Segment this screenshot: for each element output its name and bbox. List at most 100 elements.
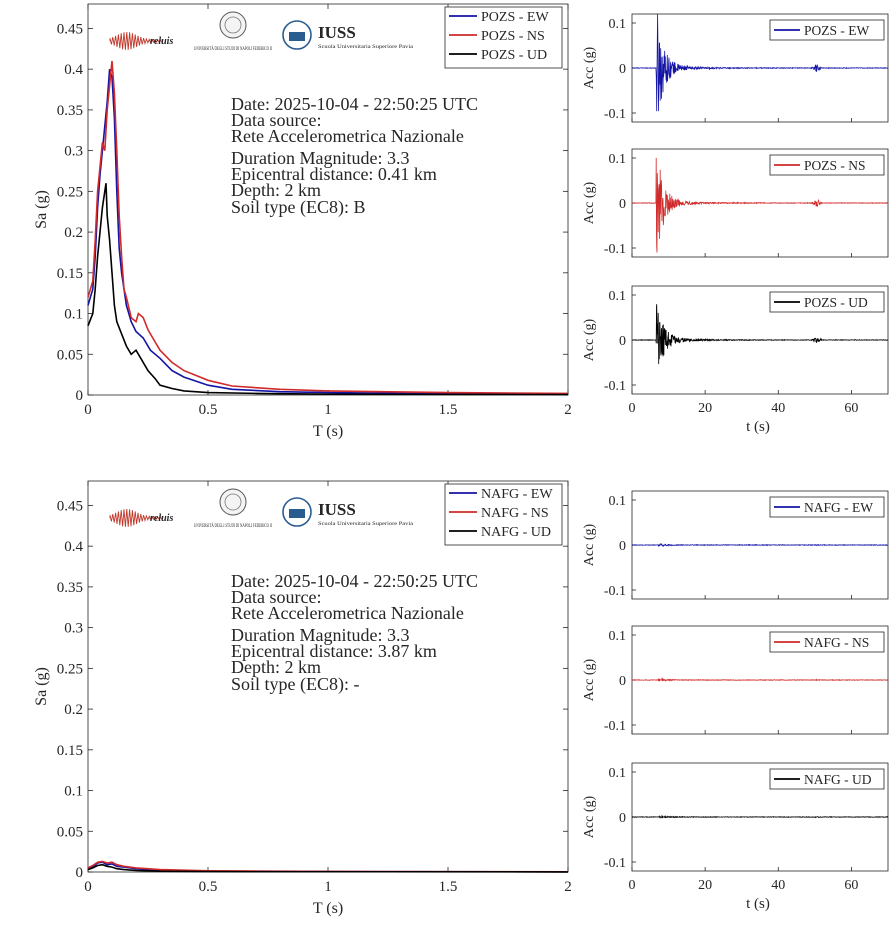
legend: NAFG - EW NAFG - NS NAFG - UD	[444, 483, 563, 546]
x-tick-label: 2	[564, 879, 572, 895]
th-x-axis-label: t (s)	[746, 419, 770, 435]
series-line-pozs-ns	[87, 60, 569, 395]
th-y-tick-label: -0.1	[604, 584, 626, 599]
y-tick-label: 0.3	[64, 144, 83, 160]
waveform-trace	[631, 14, 889, 112]
time-history-pozs-ns: 0.1 0 -0.1 Acc (g) POZS - NS	[582, 148, 889, 258]
y-tick-label: 0.25	[57, 661, 83, 677]
reluis-logo-wave-icon	[109, 31, 163, 50]
th-y-tick-label: 0.1	[609, 17, 627, 32]
th-legend-box	[769, 496, 885, 518]
x-tick-label: 1.5	[439, 879, 458, 895]
waveform-trace	[632, 814, 889, 819]
x-tick-label: 0	[84, 879, 92, 895]
info-distance: Epicentral distance: 0.41 km	[231, 164, 437, 184]
th-y-tick-label: 0	[619, 62, 626, 77]
unina-logo-text: UNIVERSITÀ DEGLI STUDI DI NAPOLI FEDERIC…	[194, 44, 272, 52]
info-soil: Soil type (EC8): -	[231, 674, 360, 695]
y-tick-label: 0.35	[57, 580, 83, 596]
y-tick-label: 0	[76, 388, 84, 404]
y-tick-label: 0.4	[64, 62, 83, 78]
waveform-trace	[632, 542, 889, 548]
y-tick-label: 0.05	[57, 824, 83, 840]
info-soil: Soil type (EC8): B	[231, 197, 366, 218]
th-y-axis-label: Acc (g)	[582, 658, 597, 701]
spectrum-panel-nafg: 0 0.05 0.1 0.15 0.2 0.25 0.3 0.35 0.4 0.45 0 0.5 1 1.…	[33, 480, 572, 917]
legend-label: POZS - NS	[481, 29, 545, 44]
th-y-tick-label: -0.1	[604, 719, 626, 734]
waveform-trace	[631, 157, 889, 253]
iuss-logo-text: IUSS	[318, 23, 356, 42]
x-tick-label: 1	[324, 879, 332, 895]
th-x-tick-label: 40	[771, 401, 785, 416]
th-legend-label: NAFG - UD	[804, 772, 872, 787]
logos: reluis UNIVERSITÀ DEGLI STUDI DI NAPOLI F…	[109, 488, 414, 529]
y-tick-label: 0.1	[64, 307, 83, 323]
th-legend-box	[769, 19, 885, 41]
series-line-pozs-ud	[87, 183, 569, 396]
time-history-nafg-ew: 0.1 0 -0.1 Acc (g) NAFG - EW	[582, 490, 889, 600]
y-tick-label: 0.35	[57, 103, 83, 119]
info-source-label: Data source:	[231, 110, 321, 130]
spectrum-panel-pozs: 0 0.05 0.1 0.15 0.2 0.25 0.3 0.35 0.4 0.45 0 0.5 1 1.…	[33, 3, 572, 440]
th-y-tick-label: 0.1	[609, 766, 627, 781]
th-legend: NAFG - EW	[769, 496, 885, 518]
series-line-pozs-ew	[87, 68, 569, 395]
th-y-tick-label: 0.1	[609, 629, 627, 644]
th-y-tick-label: 0	[619, 674, 626, 689]
info-magnitude: Duration Magnitude: 3.3	[231, 625, 409, 645]
waveform-trace	[631, 677, 888, 683]
info-source-label: Data source:	[231, 587, 321, 607]
unina-seal-inner-icon	[224, 16, 242, 34]
th-x-tick-label: 0	[629, 878, 636, 893]
y-tick-label: 0.15	[57, 743, 83, 759]
th-y-tick-label: 0.1	[609, 289, 627, 304]
x-tick-label: 0.5	[199, 402, 218, 418]
y-tick-label: 0.15	[57, 266, 83, 282]
legend: POZS - EW POZS - NS POZS - UD	[444, 6, 563, 69]
th-x-tick-label: 20	[698, 878, 712, 893]
th-x-axis-label: t (s)	[746, 896, 770, 912]
iuss-logo-building-icon	[289, 509, 305, 518]
th-y-tick-label: -0.1	[604, 242, 626, 257]
th-legend-label: POZS - NS	[804, 158, 866, 173]
th-legend: NAFG - UD	[769, 768, 885, 790]
time-history-pozs-ew: 0.1 0 -0.1 Acc (g) POZS - EW	[582, 13, 889, 123]
iuss-logo-building-icon	[289, 32, 305, 41]
x-axis-label: T (s)	[313, 423, 343, 440]
th-legend-box	[769, 154, 885, 176]
iuss-logo-subtitle: Scuola Universitaria Superiore Pavia	[318, 44, 414, 50]
th-x-tick-label: 60	[844, 878, 858, 893]
x-tick-label: 1	[324, 402, 332, 418]
reluis-logo-wave-icon	[109, 508, 163, 527]
info-depth: Depth: 2 km	[231, 180, 321, 200]
x-tick-label: 0.5	[199, 879, 218, 895]
legend-label: POZS - UD	[481, 48, 547, 63]
th-x-tick-label: 40	[771, 878, 785, 893]
th-y-tick-label: 0	[619, 539, 626, 554]
th-y-tick-label: -0.1	[604, 856, 626, 871]
th-legend: POZS - NS	[769, 154, 885, 176]
x-axis-label: T (s)	[313, 900, 343, 917]
x-tick-label: 0	[84, 402, 92, 418]
th-y-tick-label: 0	[619, 197, 626, 212]
th-legend: POZS - UD	[769, 291, 885, 313]
th-y-tick-label: 0.1	[609, 152, 627, 167]
y-tick-label: 0.4	[64, 539, 83, 555]
info-source: Rete Accelerometrica Nazionale	[231, 603, 464, 623]
th-y-axis-label: Acc (g)	[582, 46, 597, 89]
th-legend: POZS - EW	[769, 19, 885, 41]
th-y-axis-label: Acc (g)	[582, 181, 597, 224]
th-y-axis-label: Acc (g)	[582, 523, 597, 566]
info-distance: Epicentral distance: 3.87 km	[231, 641, 437, 661]
th-y-tick-label: 0	[619, 334, 626, 349]
y-tick-label: 0.25	[57, 184, 83, 200]
th-legend: NAFG - NS	[769, 631, 885, 653]
y-axis-label: Sa (g)	[33, 190, 50, 229]
y-tick-label: 0.05	[57, 347, 83, 363]
reluis-logo-text: reluis	[150, 36, 173, 47]
